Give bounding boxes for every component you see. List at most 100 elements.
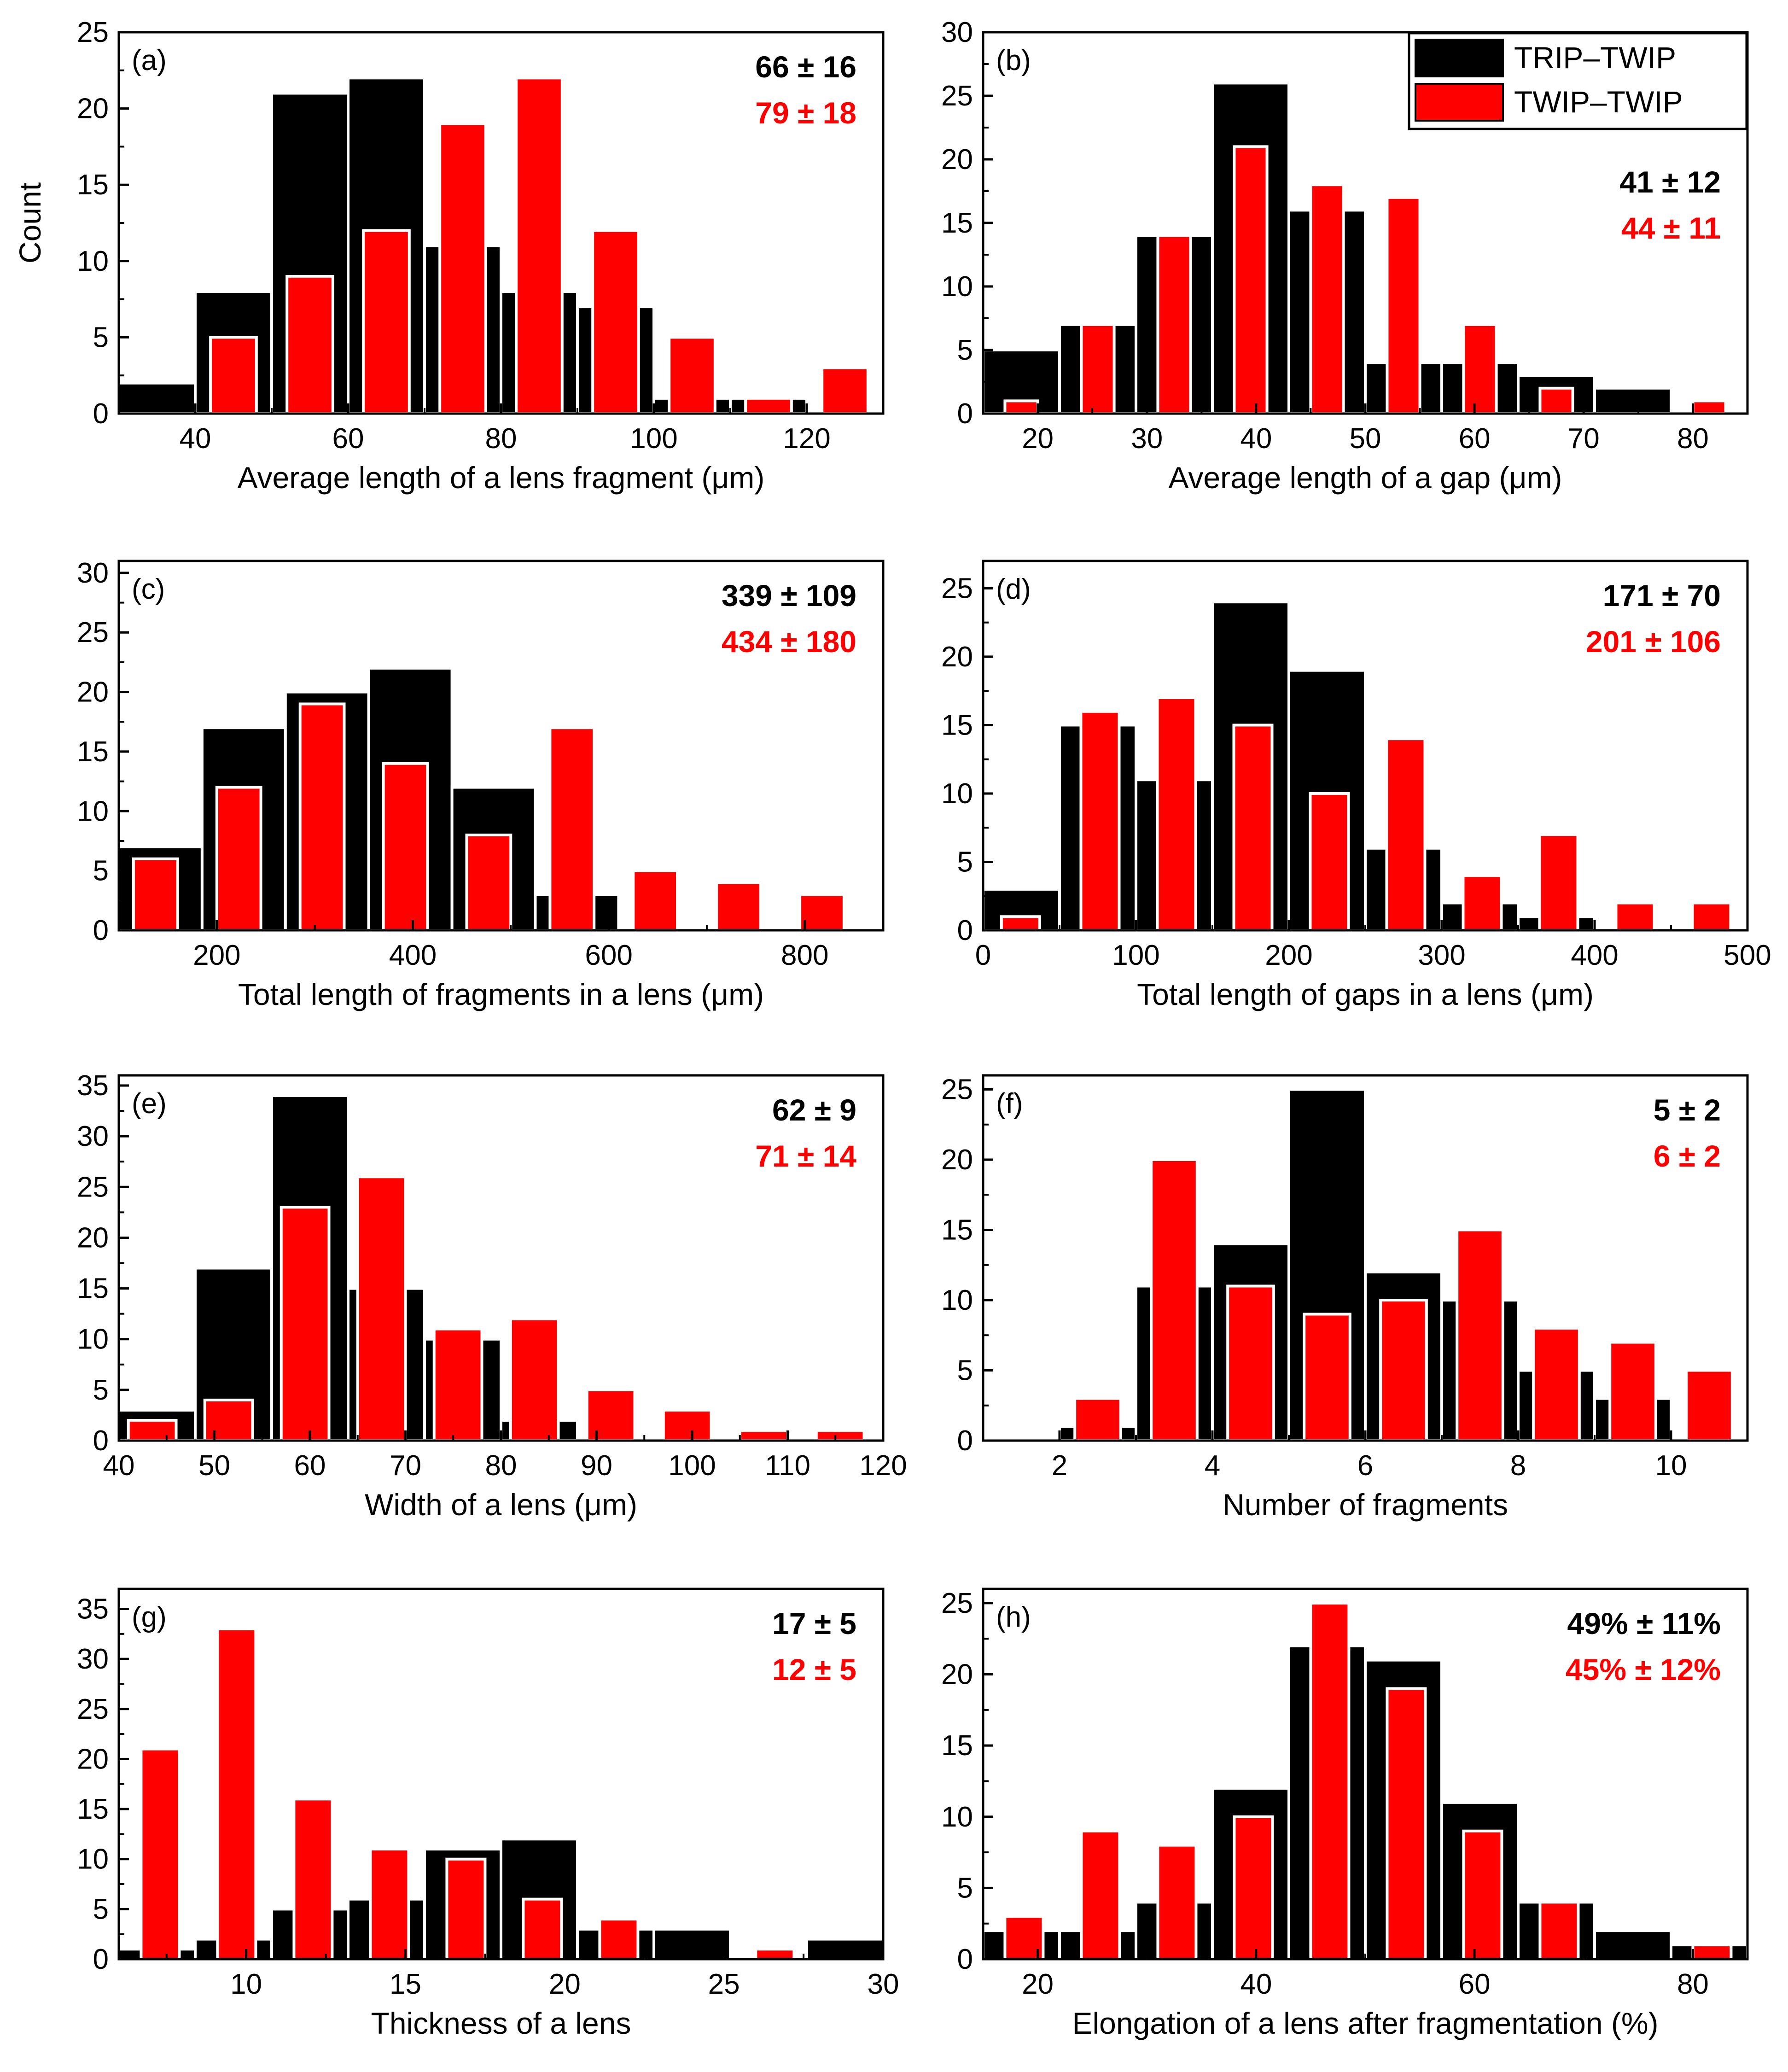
panel-f: 2 4 6 8 10 0 5 10 15 20 25 Number of fragments (f) 5 … [941, 1074, 1749, 1522]
panel-label: (f) [996, 1088, 1023, 1120]
bar-trip-twip [1593, 1929, 1672, 1961]
x-axis-label: Total length of fragments in a lens (μm) [238, 977, 764, 1011]
bar-twip-twip [292, 1798, 334, 1961]
bar-twip-twip [432, 1327, 483, 1442]
y-tick-label: 25 [941, 572, 973, 604]
stat-annotation: 49% ± 11% [1567, 1606, 1721, 1640]
y-tick-label: 20 [77, 1222, 109, 1254]
stat-annotation: 45% ± 12% [1566, 1652, 1721, 1687]
panel-label: (e) [132, 1088, 167, 1120]
bar-twip-twip [465, 834, 513, 932]
bar-twip-twip [280, 1206, 331, 1442]
y-tick-label: 30 [941, 17, 973, 48]
bar-twip-twip [515, 76, 564, 415]
x-tick-label: 20 [1022, 1968, 1054, 2000]
y-tick-label: 25 [77, 1171, 109, 1203]
bar-twip-twip [1303, 1313, 1351, 1442]
x-tick-label: 70 [1568, 423, 1600, 455]
y-tick-label: 20 [77, 93, 109, 125]
x-tick-label: 100 [668, 1450, 716, 1482]
x-tick-label: 30 [868, 1968, 899, 2000]
y-tick-label: 15 [77, 1793, 109, 1825]
y-tick-label: 10 [941, 1284, 973, 1316]
y-tick-label: 5 [957, 1872, 973, 1904]
x-tick-label: 80 [485, 1450, 517, 1482]
legend-swatch [1415, 83, 1504, 122]
y-tick-label: 10 [77, 1324, 109, 1355]
y-tick-label: 25 [77, 17, 109, 48]
x-tick-label: 15 [390, 1968, 421, 2000]
bar-twip-twip [362, 229, 411, 415]
y-tick-label: 15 [941, 709, 973, 741]
x-axis-label: Thickness of a lens [371, 2006, 631, 2040]
x-tick-label: 50 [198, 1450, 230, 1482]
x-tick-label: 800 [781, 940, 828, 971]
y-tick-label: 35 [77, 1593, 109, 1625]
x-tick-label: 50 [1350, 423, 1381, 455]
y-tick-label: 30 [77, 1643, 109, 1675]
x-axis-label: Average length of a lens fragment (μm) [238, 461, 765, 495]
x-tick-label: 2 [1052, 1450, 1067, 1482]
bar-twip-twip [369, 1847, 410, 1961]
x-tick-label: 100 [630, 423, 677, 455]
y-tick-label: 30 [77, 1121, 109, 1152]
stat-annotation: 434 ± 180 [722, 625, 856, 659]
bar-twip-twip [1226, 1284, 1275, 1442]
bar-twip-twip [509, 1317, 560, 1442]
bar-twip-twip [522, 1897, 563, 1961]
bar-twip-twip [821, 366, 869, 415]
bar-twip-twip [1156, 234, 1192, 415]
bar-twip-twip [1456, 1228, 1504, 1442]
bar-twip-twip [1309, 792, 1350, 932]
y-tick-label: 5 [957, 334, 973, 366]
y-tick-label: 25 [941, 1074, 973, 1106]
y-tick-label: 25 [941, 1588, 973, 1619]
bar-trip-twip [652, 1927, 732, 1961]
bar-twip-twip [662, 1408, 713, 1442]
x-tick-label: 6 [1357, 1450, 1373, 1482]
y-tick-label: 0 [93, 1425, 109, 1457]
bar-twip-twip [1073, 1397, 1122, 1442]
bar-twip-twip [668, 336, 716, 415]
stat-annotation: 62 ± 9 [772, 1093, 856, 1127]
y-tick-label: 0 [93, 398, 109, 430]
y-tick-label: 25 [941, 80, 973, 112]
x-tick-label: 60 [1459, 1968, 1491, 2000]
bar-twip-twip [298, 702, 346, 932]
y-tick-label: 15 [941, 1730, 973, 1762]
bar-twip-twip [715, 881, 762, 932]
bar-twip-twip [1538, 1901, 1580, 1961]
y-tick-label: 20 [77, 1743, 109, 1775]
bar-twip-twip [127, 1418, 178, 1442]
x-tick-label: 200 [193, 940, 240, 971]
x-axis-label: Number of fragments [1223, 1488, 1508, 1522]
bar-twip-twip [754, 1948, 796, 1961]
bar-twip-twip [1156, 696, 1197, 932]
panel-label: (b) [996, 45, 1031, 76]
x-tick-label: 40 [103, 1450, 135, 1482]
bar-twip-twip [132, 857, 179, 932]
bar-twip-twip [438, 122, 487, 415]
y-tick-label: 10 [77, 245, 109, 277]
x-tick-label: 40 [1240, 423, 1272, 455]
y-tick-label: 10 [941, 778, 973, 810]
y-tick-label: 20 [941, 641, 973, 673]
bar-twip-twip [744, 397, 793, 415]
x-tick-label: 8 [1510, 1450, 1526, 1482]
bar-twip-twip [632, 869, 679, 932]
stat-annotation: 6 ± 2 [1654, 1139, 1721, 1173]
y-tick-label: 10 [941, 1801, 973, 1833]
bar-twip-twip [1385, 737, 1427, 932]
panel-d: 0 100 200 300 400 500 0 5 10 15 20 25 Total length o… [941, 560, 1771, 1011]
bar-twip-twip [1614, 901, 1656, 932]
panel-label: (h) [996, 1601, 1031, 1633]
y-tick-label: 35 [77, 1070, 109, 1102]
stat-annotation: 71 ± 14 [755, 1139, 856, 1173]
x-tick-label: 25 [708, 1968, 740, 2000]
bar-twip-twip [1309, 183, 1345, 415]
bar-trip-twip [117, 381, 197, 415]
x-tick-label: 30 [1131, 423, 1163, 455]
bar-twip-twip [815, 1429, 866, 1442]
stat-annotation: 171 ± 70 [1603, 578, 1721, 613]
y-tick-label: 30 [77, 557, 109, 589]
